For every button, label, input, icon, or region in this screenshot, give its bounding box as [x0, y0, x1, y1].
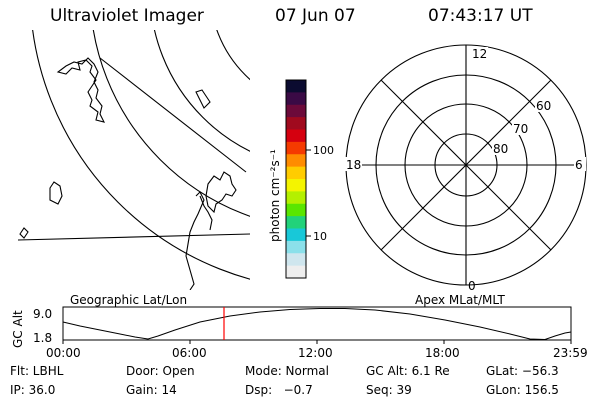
colorbar-swatch: [286, 265, 306, 279]
time-tick-1200: 12:00: [298, 346, 333, 360]
longitude-line: [18, 233, 250, 241]
colorbar-swatch: [286, 253, 306, 267]
mlt-label-6: 6: [575, 158, 583, 172]
mlat-label-60: 60: [536, 99, 551, 113]
info-dsp: Dsp: −0.7: [245, 383, 313, 397]
apex-caption: Apex MLat/MLT: [415, 293, 505, 307]
time-tick-2359: 23:59: [553, 346, 588, 360]
mlat-label-80: 80: [493, 142, 508, 156]
app-title: Ultraviolet Imager: [50, 6, 204, 26]
geographic-caption: Geographic Lat/Lon: [70, 293, 188, 307]
mlt-label-0: 0: [468, 279, 476, 293]
colorbar-swatch: [286, 141, 306, 155]
colorbar-tick-100: 100: [313, 144, 334, 157]
mlat-label-70: 70: [513, 122, 528, 136]
colorbar-swatch: [286, 228, 306, 242]
info-mode: Mode: Normal: [245, 364, 329, 378]
colorbar-swatch: [286, 104, 306, 118]
altitude-curve: [62, 308, 572, 341]
info-glon: GLon: 156.5: [486, 383, 559, 397]
altitude-axis-label: GC Alt: [11, 310, 25, 348]
colorbar-swatch: [286, 129, 306, 143]
colorbar-swatch: [286, 92, 306, 106]
polar-diagonal: [380, 79, 552, 251]
colorbar-swatch: [286, 179, 306, 192]
time-tick-0000: 00:00: [46, 346, 81, 360]
altitude-tick-9: 9.0: [33, 307, 53, 321]
mlt-label-18: 18: [346, 158, 361, 172]
info-seq: Seq: 39: [366, 383, 412, 397]
coastline: [185, 191, 213, 290]
coastline: [195, 89, 211, 109]
info-glat: GLat: −56.3: [486, 364, 559, 378]
colorbar-swatch: [286, 216, 306, 230]
info-ip: IP: 36.0: [10, 383, 56, 397]
colorbar-tick-10: 10: [313, 230, 327, 243]
coastline: [205, 171, 237, 214]
info-filter: Flt: LBHL: [10, 364, 64, 378]
time-label: 07:43:17 UT: [428, 6, 533, 26]
colorbar-swatch: [286, 240, 306, 254]
time-tick-1800: 18:00: [425, 346, 460, 360]
info-gc-alt: GC Alt: 6.1 Re: [366, 364, 450, 378]
colorbar-swatch: [286, 166, 306, 180]
longitude-line: [99, 57, 247, 173]
altitude-tick-1-8: 1.8: [33, 331, 53, 345]
time-tick-0600: 06:00: [172, 346, 207, 360]
date-label: 07 Jun 07: [275, 6, 356, 26]
coastline: [49, 181, 63, 205]
colorbar-swatch: [286, 154, 306, 168]
colorbar-swatch: [286, 117, 306, 131]
info-gain: Gain: 14: [126, 383, 177, 397]
coastline: [19, 227, 29, 239]
colorbar-unit-label: photon cm⁻²s⁻¹: [268, 149, 282, 242]
mlt-label-12: 12: [472, 47, 487, 61]
coastline: [56, 57, 106, 123]
info-door: Door: Open: [126, 364, 195, 378]
colorbar-swatch: [286, 80, 306, 93]
colorbar-swatch: [286, 203, 306, 217]
colorbar-swatch: [286, 191, 306, 205]
